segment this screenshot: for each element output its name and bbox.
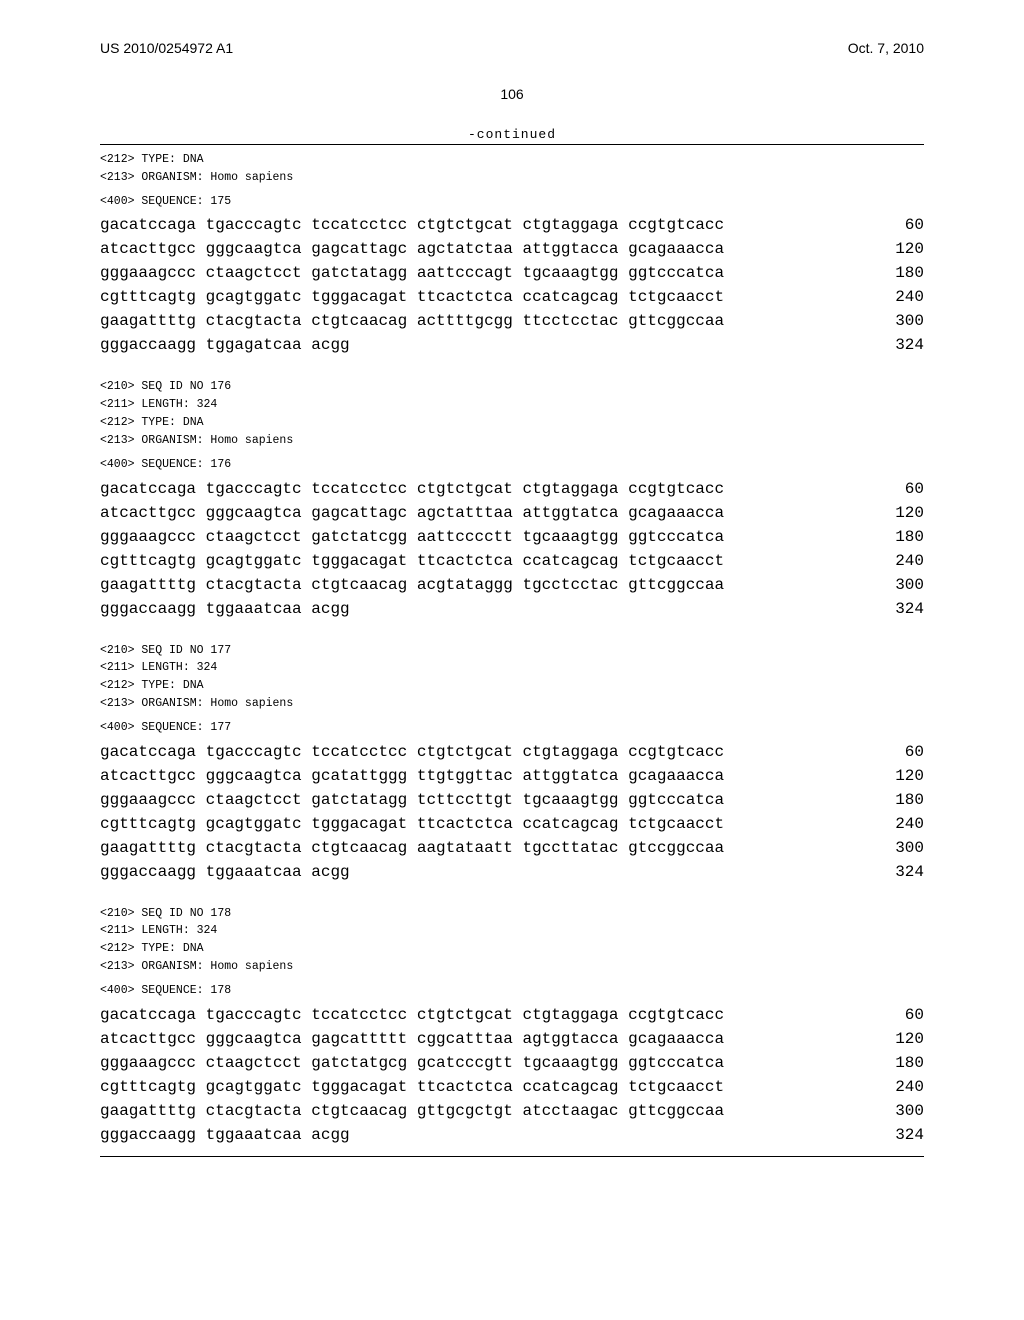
sequence-line: gggaaagccc ctaagctcct gatctatagg aattccc… bbox=[100, 264, 924, 282]
sequence-text: gggaaagccc ctaagctcct gatctatcgg aattccc… bbox=[100, 528, 724, 546]
sequence-text: gacatccaga tgacccagtc tccatcctcc ctgtctg… bbox=[100, 1006, 724, 1024]
sequence-listing: <212> TYPE: DNA<213> ORGANISM: Homo sapi… bbox=[100, 151, 924, 1150]
sequence-meta-line: <210> SEQ ID NO 176 bbox=[100, 378, 924, 396]
bottom-rule bbox=[100, 1156, 924, 1157]
sequence-meta-line: <212> TYPE: DNA bbox=[100, 677, 924, 695]
sequence-meta-line: <212> TYPE: DNA bbox=[100, 151, 924, 169]
sequence-text: atcacttgcc gggcaagtca gagcattagc agctatc… bbox=[100, 240, 724, 258]
sequence-line: gggaaagccc ctaagctcct gatctatcgg aattccc… bbox=[100, 528, 924, 546]
sequence-text: cgtttcagtg gcagtggatc tgggacagat ttcactc… bbox=[100, 815, 724, 833]
sequence-position: 60 bbox=[864, 743, 924, 761]
sequence-position: 120 bbox=[864, 767, 924, 785]
sequence-line: cgtttcagtg gcagtggatc tgggacagat ttcactc… bbox=[100, 815, 924, 833]
sequence-position: 180 bbox=[864, 528, 924, 546]
sequence-text: atcacttgcc gggcaagtca gagcattagc agctatt… bbox=[100, 504, 724, 522]
sequence-line: gggaccaagg tggaaatcaa acgg 324 bbox=[100, 863, 924, 881]
sequence-line: gggaccaagg tggaaatcaa acgg 324 bbox=[100, 600, 924, 618]
sequence-position: 300 bbox=[864, 576, 924, 594]
sequence-text: cgtttcagtg gcagtggatc tgggacagat ttcactc… bbox=[100, 288, 724, 306]
sequence-header: <400> SEQUENCE: 176 bbox=[100, 456, 924, 474]
sequence-position: 120 bbox=[864, 1030, 924, 1048]
sequence-position: 60 bbox=[864, 480, 924, 498]
sequence-position: 180 bbox=[864, 1054, 924, 1072]
page-number: 106 bbox=[100, 86, 924, 102]
publication-date: Oct. 7, 2010 bbox=[848, 40, 924, 56]
top-rule bbox=[100, 144, 924, 145]
sequence-position: 180 bbox=[864, 791, 924, 809]
sequence-line: gggaaagccc ctaagctcct gatctatagg tcttcct… bbox=[100, 791, 924, 809]
sequence-line: gacatccaga tgacccagtc tccatcctcc ctgtctg… bbox=[100, 216, 924, 234]
sequence-meta-line: <213> ORGANISM: Homo sapiens bbox=[100, 958, 924, 976]
sequence-line: gaagattttg ctacgtacta ctgtcaacag acttttg… bbox=[100, 312, 924, 330]
sequence-text: gacatccaga tgacccagtc tccatcctcc ctgtctg… bbox=[100, 480, 724, 498]
sequence-text: gggaccaagg tggaaatcaa acgg bbox=[100, 863, 350, 881]
sequence-position: 240 bbox=[864, 1078, 924, 1096]
sequence-line: gacatccaga tgacccagtc tccatcctcc ctgtctg… bbox=[100, 480, 924, 498]
sequence-text: gggaccaagg tggagatcaa acgg bbox=[100, 336, 350, 354]
sequence-text: gaagattttg ctacgtacta ctgtcaacag aagtata… bbox=[100, 839, 724, 857]
sequence-line: gaagattttg ctacgtacta ctgtcaacag aagtata… bbox=[100, 839, 924, 857]
sequence-text: cgtttcagtg gcagtggatc tgggacagat ttcactc… bbox=[100, 552, 724, 570]
sequence-line: gaagattttg ctacgtacta ctgtcaacag acgtata… bbox=[100, 576, 924, 594]
sequence-position: 324 bbox=[864, 863, 924, 881]
sequence-position: 324 bbox=[864, 336, 924, 354]
sequence-line: cgtttcagtg gcagtggatc tgggacagat ttcactc… bbox=[100, 1078, 924, 1096]
sequence-text: gaagattttg ctacgtacta ctgtcaacag gttgcgc… bbox=[100, 1102, 724, 1120]
sequence-position: 60 bbox=[864, 216, 924, 234]
sequence-position: 300 bbox=[864, 839, 924, 857]
sequence-line: atcacttgcc gggcaagtca gcatattggg ttgtggt… bbox=[100, 767, 924, 785]
sequence-line: atcacttgcc gggcaagtca gagcattagc agctatt… bbox=[100, 504, 924, 522]
sequence-meta-line: <213> ORGANISM: Homo sapiens bbox=[100, 432, 924, 450]
sequence-text: gaagattttg ctacgtacta ctgtcaacag acgtata… bbox=[100, 576, 724, 594]
sequence-line: cgtttcagtg gcagtggatc tgggacagat ttcactc… bbox=[100, 288, 924, 306]
sequence-meta-line: <210> SEQ ID NO 178 bbox=[100, 905, 924, 923]
sequence-line: gggaaagccc ctaagctcct gatctatgcg gcatccc… bbox=[100, 1054, 924, 1072]
sequence-meta-line: <212> TYPE: DNA bbox=[100, 940, 924, 958]
sequence-text: gggaaagccc ctaagctcct gatctatagg aattccc… bbox=[100, 264, 724, 282]
sequence-header: <400> SEQUENCE: 177 bbox=[100, 719, 924, 737]
sequence-line: cgtttcagtg gcagtggatc tgggacagat ttcactc… bbox=[100, 552, 924, 570]
sequence-line: atcacttgcc gggcaagtca gagcattagc agctatc… bbox=[100, 240, 924, 258]
sequence-meta-line: <212> TYPE: DNA bbox=[100, 414, 924, 432]
sequence-position: 300 bbox=[864, 312, 924, 330]
sequence-text: atcacttgcc gggcaagtca gagcattttt cggcatt… bbox=[100, 1030, 724, 1048]
sequence-line: gggaccaagg tggagatcaa acgg 324 bbox=[100, 336, 924, 354]
sequence-meta-line: <213> ORGANISM: Homo sapiens bbox=[100, 695, 924, 713]
sequence-position: 120 bbox=[864, 504, 924, 522]
sequence-line: gacatccaga tgacccagtc tccatcctcc ctgtctg… bbox=[100, 743, 924, 761]
sequence-header: <400> SEQUENCE: 178 bbox=[100, 982, 924, 1000]
sequence-position: 240 bbox=[864, 815, 924, 833]
sequence-header: <400> SEQUENCE: 175 bbox=[100, 193, 924, 211]
sequence-position: 324 bbox=[864, 1126, 924, 1144]
sequence-text: atcacttgcc gggcaagtca gcatattggg ttgtggt… bbox=[100, 767, 724, 785]
sequence-line: atcacttgcc gggcaagtca gagcattttt cggcatt… bbox=[100, 1030, 924, 1048]
sequence-meta-line: <210> SEQ ID NO 177 bbox=[100, 642, 924, 660]
sequence-text: cgtttcagtg gcagtggatc tgggacagat ttcactc… bbox=[100, 1078, 724, 1096]
sequence-line: gacatccaga tgacccagtc tccatcctcc ctgtctg… bbox=[100, 1006, 924, 1024]
sequence-position: 324 bbox=[864, 600, 924, 618]
sequence-text: gggaccaagg tggaaatcaa acgg bbox=[100, 1126, 350, 1144]
continued-label: -continued bbox=[100, 127, 924, 142]
sequence-position: 240 bbox=[864, 288, 924, 306]
sequence-position: 300 bbox=[864, 1102, 924, 1120]
sequence-text: gacatccaga tgacccagtc tccatcctcc ctgtctg… bbox=[100, 743, 724, 761]
sequence-text: gggaaagccc ctaagctcct gatctatagg tcttcct… bbox=[100, 791, 724, 809]
sequence-position: 120 bbox=[864, 240, 924, 258]
sequence-position: 60 bbox=[864, 1006, 924, 1024]
sequence-text: gaagattttg ctacgtacta ctgtcaacag acttttg… bbox=[100, 312, 724, 330]
page-header: US 2010/0254972 A1 Oct. 7, 2010 bbox=[100, 40, 924, 56]
sequence-meta-line: <213> ORGANISM: Homo sapiens bbox=[100, 169, 924, 187]
sequence-text: gggaccaagg tggaaatcaa acgg bbox=[100, 600, 350, 618]
sequence-meta-line: <211> LENGTH: 324 bbox=[100, 396, 924, 414]
sequence-text: gacatccaga tgacccagtc tccatcctcc ctgtctg… bbox=[100, 216, 724, 234]
sequence-line: gaagattttg ctacgtacta ctgtcaacag gttgcgc… bbox=[100, 1102, 924, 1120]
patent-page: US 2010/0254972 A1 Oct. 7, 2010 106 -con… bbox=[0, 0, 1024, 1320]
sequence-meta-line: <211> LENGTH: 324 bbox=[100, 922, 924, 940]
sequence-meta-line: <211> LENGTH: 324 bbox=[100, 659, 924, 677]
sequence-line: gggaccaagg tggaaatcaa acgg 324 bbox=[100, 1126, 924, 1144]
sequence-text: gggaaagccc ctaagctcct gatctatgcg gcatccc… bbox=[100, 1054, 724, 1072]
publication-number: US 2010/0254972 A1 bbox=[100, 40, 233, 56]
sequence-position: 180 bbox=[864, 264, 924, 282]
sequence-position: 240 bbox=[864, 552, 924, 570]
